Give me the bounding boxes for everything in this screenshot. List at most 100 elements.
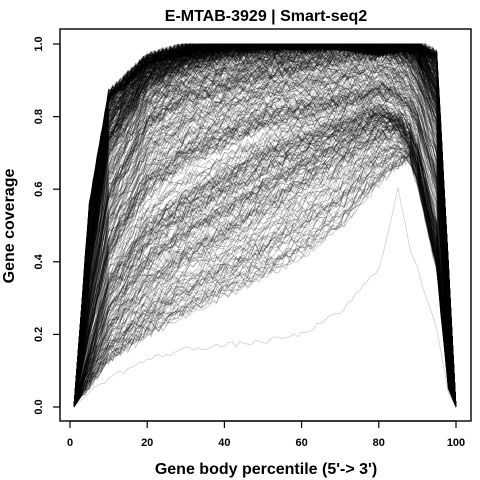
coverage-curve [73, 90, 457, 408]
coverage-curve [73, 43, 457, 408]
x-axis: 0 20 40 60 80 100 [67, 420, 465, 449]
coverage-curve [73, 113, 457, 408]
coverage-curve [73, 43, 457, 408]
coverage-curve [73, 147, 457, 408]
coverage-curve [73, 124, 457, 408]
coverage-curve [73, 43, 457, 408]
x-tick-label: 0 [67, 437, 73, 449]
coverage-curve [73, 152, 457, 408]
coverage-curve [73, 43, 457, 408]
y-axis-label: Gene coverage [1, 169, 18, 284]
coverage-curve [73, 136, 457, 408]
coverage-curve [73, 43, 457, 408]
coverage-curve [73, 43, 457, 408]
coverage-curve [73, 43, 457, 408]
coverage-curve [73, 43, 457, 408]
coverage-curve [73, 140, 457, 408]
coverage-curve [73, 103, 457, 408]
coverage-curve [73, 159, 457, 408]
coverage-curve [73, 68, 457, 408]
coverage-curve [73, 59, 457, 408]
coverage-curve [73, 74, 457, 408]
coverage-curve [73, 43, 457, 408]
coverage-curve [73, 43, 457, 408]
coverage-curve [73, 145, 457, 408]
coverage-curve [73, 123, 457, 408]
coverage-curve [73, 43, 457, 408]
coverage-curve [73, 147, 457, 408]
coverage-curve [73, 128, 457, 408]
coverage-curve [73, 43, 457, 408]
coverage-curve [73, 43, 457, 408]
coverage-curve [73, 156, 457, 408]
coverage-curve [73, 43, 457, 408]
coverage-curve [73, 43, 457, 408]
coverage-curve [73, 86, 457, 408]
coverage-curve [73, 92, 457, 408]
coverage-curve [73, 43, 457, 408]
coverage-curve [73, 54, 457, 408]
coverage-curve [73, 43, 457, 408]
coverage-curve [73, 62, 457, 408]
coverage-curve [73, 125, 457, 408]
coverage-curve [73, 46, 457, 408]
coverage-curve [73, 43, 457, 408]
coverage-curve [73, 88, 457, 408]
coverage-curve [73, 43, 457, 408]
coverage-curve [73, 117, 457, 408]
coverage-curve [73, 43, 457, 408]
coverage-curve [73, 114, 457, 408]
coverage-curve [73, 106, 457, 408]
coverage-curve [73, 43, 457, 408]
coverage-curve [73, 43, 457, 408]
coverage-curve [73, 64, 457, 408]
coverage-curve [73, 43, 457, 408]
coverage-curve [73, 91, 457, 408]
coverage-curve [73, 102, 457, 408]
coverage-curve [73, 43, 457, 408]
coverage-curve [73, 119, 457, 408]
coverage-curve [73, 44, 457, 408]
coverage-curve [73, 43, 457, 408]
coverage-curve [73, 43, 457, 408]
coverage-curve [73, 114, 457, 408]
coverage-curve [73, 43, 457, 408]
coverage-curve [73, 82, 457, 408]
y-axis: 0.0 0.2 0.4 0.6 0.8 1.0 [33, 36, 61, 415]
coverage-curve [73, 110, 457, 408]
coverage-curve [73, 50, 457, 408]
coverage-curve [73, 43, 457, 408]
coverage-curve [73, 43, 457, 408]
coverage-curve [73, 66, 457, 408]
coverage-curve [73, 43, 457, 408]
coverage-curve [73, 43, 457, 408]
coverage-curve [73, 43, 457, 408]
coverage-curve [73, 110, 457, 408]
coverage-curve [73, 43, 457, 408]
coverage-curve [73, 110, 457, 408]
coverage-curve [73, 43, 457, 408]
coverage-curve [73, 43, 457, 408]
coverage-curve [73, 43, 457, 408]
coverage-curve [73, 112, 457, 408]
coverage-curve [73, 43, 457, 408]
coverage-curve [73, 85, 457, 408]
coverage-curve [73, 43, 457, 408]
coverage-curve [73, 43, 457, 408]
coverage-curve [73, 132, 457, 408]
coverage-curve [73, 43, 457, 408]
coverage-curve [73, 64, 457, 408]
coverage-curve [73, 43, 457, 408]
coverage-curve [73, 43, 457, 408]
coverage-curve [73, 43, 457, 408]
coverage-curve [73, 116, 457, 408]
coverage-curve [73, 43, 457, 408]
coverage-curve [73, 43, 457, 408]
coverage-curve [73, 43, 457, 408]
coverage-curve [73, 119, 457, 408]
coverage-curve [73, 43, 457, 408]
coverage-curve [73, 43, 457, 408]
coverage-curve [73, 43, 457, 408]
coverage-curve [73, 43, 457, 408]
coverage-curve [73, 43, 457, 408]
